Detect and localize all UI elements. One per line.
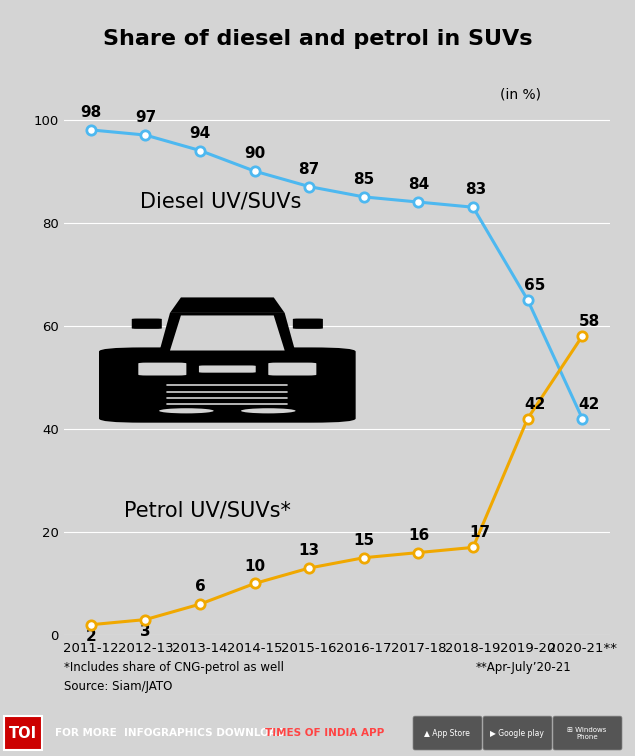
Text: 85: 85 [353,172,375,187]
Point [195,598,205,610]
Text: 6: 6 [195,579,205,594]
Point [140,614,150,626]
Point [413,547,424,559]
Text: ▲ App Store: ▲ App Store [424,729,470,738]
Point [195,144,205,156]
FancyBboxPatch shape [132,318,162,329]
FancyBboxPatch shape [483,716,552,750]
FancyBboxPatch shape [4,716,42,750]
Polygon shape [170,297,284,313]
Text: TIMES OF INDIA APP: TIMES OF INDIA APP [265,728,384,738]
Point [577,330,587,342]
Text: 90: 90 [244,147,265,162]
Text: 2: 2 [86,629,96,644]
Text: 15: 15 [353,533,375,548]
FancyBboxPatch shape [199,365,256,373]
Point [523,294,533,306]
Polygon shape [170,315,284,351]
Text: 13: 13 [298,544,320,559]
Text: (in %): (in %) [500,88,542,102]
Point [86,124,96,136]
Text: Petrol UV/SUVs*: Petrol UV/SUVs* [124,500,290,520]
Text: 16: 16 [408,528,429,543]
Circle shape [241,408,296,414]
Text: Share of diesel and petrol in SUVs: Share of diesel and petrol in SUVs [103,29,532,49]
Text: 42: 42 [578,397,600,411]
FancyBboxPatch shape [293,318,323,329]
Text: Diesel UV/SUVs: Diesel UV/SUVs [140,191,302,211]
Point [86,618,96,631]
Text: 42: 42 [524,397,545,411]
Text: Source: Siam/JATO: Source: Siam/JATO [64,680,172,693]
FancyBboxPatch shape [138,363,187,376]
Point [359,552,369,564]
Point [468,201,478,213]
Text: 84: 84 [408,178,429,192]
Text: 17: 17 [469,525,491,541]
Text: 10: 10 [244,559,265,574]
Circle shape [159,408,213,414]
Point [577,413,587,425]
Point [468,541,478,553]
Text: ▶ Google play: ▶ Google play [490,729,544,738]
Text: FOR MORE  INFOGRAPHICS DOWNLOAD: FOR MORE INFOGRAPHICS DOWNLOAD [55,728,289,738]
Point [250,578,260,590]
Point [250,165,260,177]
Text: 98: 98 [80,105,102,120]
FancyBboxPatch shape [99,348,356,423]
Point [359,191,369,203]
Text: 94: 94 [189,125,211,141]
Point [413,196,424,208]
FancyBboxPatch shape [413,716,482,750]
Text: 65: 65 [524,278,545,293]
Point [523,413,533,425]
Point [304,181,314,193]
Text: *Includes share of CNG-petrol as well: *Includes share of CNG-petrol as well [64,662,283,674]
Text: 87: 87 [298,162,320,177]
Text: ⊞ Windows
Phone: ⊞ Windows Phone [567,727,606,739]
Text: 58: 58 [578,314,600,329]
Polygon shape [159,313,296,352]
Point [304,562,314,574]
Text: 3: 3 [140,624,150,639]
Text: TOI: TOI [9,726,37,741]
FancyBboxPatch shape [553,716,622,750]
Text: **Apr-July’20-21: **Apr-July’20-21 [476,662,572,674]
Text: 83: 83 [465,182,486,197]
Point [140,129,150,141]
FancyBboxPatch shape [269,363,316,376]
Text: 97: 97 [135,110,156,125]
